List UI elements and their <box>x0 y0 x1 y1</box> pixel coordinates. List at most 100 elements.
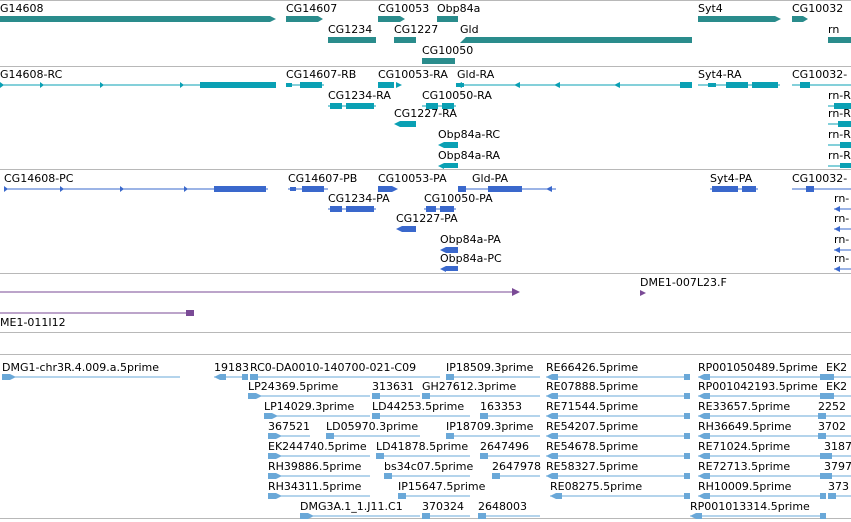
est-label[interactable]: RE71544.5prime <box>546 400 638 413</box>
protein-label[interactable]: Gld-PA <box>472 172 508 185</box>
protein-feature[interactable] <box>440 247 458 253</box>
est-feature[interactable] <box>214 374 248 380</box>
est-label[interactable]: 2647978 <box>492 460 541 473</box>
protein-feature[interactable] <box>378 186 398 192</box>
gene-feature[interactable] <box>394 37 416 43</box>
gene-label[interactable]: rn <box>828 23 839 36</box>
gene-feature[interactable] <box>698 16 781 22</box>
est-label[interactable]: RH36649.5prime <box>698 420 792 433</box>
gene-feature[interactable] <box>460 37 692 43</box>
transcript-feature[interactable] <box>828 142 851 148</box>
est-label[interactable]: bs34c07.5prime <box>384 460 474 473</box>
est-label[interactable]: RE33657.5prime <box>698 400 790 413</box>
transcript-feature[interactable] <box>792 82 851 88</box>
est-feature[interactable] <box>300 513 420 519</box>
est-label[interactable]: 3187 <box>824 440 851 453</box>
est-feature[interactable] <box>826 393 851 399</box>
transcript-label[interactable]: rn-R <box>828 107 851 120</box>
est-label[interactable]: 163353 <box>480 400 522 413</box>
gene-label[interactable]: CG10050 <box>422 44 473 57</box>
est-feature[interactable] <box>698 473 826 479</box>
protein-feature[interactable] <box>834 247 851 253</box>
est-label[interactable]: EK2 <box>826 361 847 374</box>
est-feature[interactable] <box>698 493 826 499</box>
protein-label[interactable]: CG1234-PA <box>328 192 390 205</box>
est-feature[interactable] <box>546 374 690 380</box>
protein-label[interactable]: rn- <box>834 192 849 205</box>
est-feature[interactable] <box>480 453 540 459</box>
transcript-label[interactable]: rn-R <box>828 149 851 162</box>
est-feature[interactable] <box>422 393 540 399</box>
est-label[interactable]: RE66426.5prime <box>546 361 638 374</box>
est-feature[interactable] <box>372 393 420 399</box>
est-label[interactable]: IP18509.3prime <box>446 361 534 374</box>
clone-feature[interactable] <box>640 290 646 296</box>
est-label[interactable]: LD05970.3prime <box>326 420 418 433</box>
est-feature[interactable] <box>268 493 370 499</box>
clone-label[interactable]: DME1-007L23.F <box>640 276 727 289</box>
est-feature[interactable] <box>828 493 851 499</box>
protein-feature[interactable] <box>288 186 328 192</box>
protein-label[interactable]: rn- <box>834 233 849 246</box>
clone-label[interactable]: ME1-011I12 <box>0 316 66 329</box>
protein-feature[interactable] <box>424 206 456 212</box>
est-feature[interactable] <box>264 413 370 419</box>
est-label[interactable]: DMG1-chr3R.4.009.a.5prime <box>2 361 159 374</box>
est-feature[interactable] <box>478 513 540 519</box>
est-feature[interactable] <box>818 433 851 439</box>
est-feature[interactable] <box>446 374 540 380</box>
protein-feature[interactable] <box>834 266 851 272</box>
transcript-feature[interactable] <box>394 121 416 127</box>
clone-feature[interactable] <box>0 310 194 316</box>
est-label[interactable]: 2252 <box>818 400 846 413</box>
est-label[interactable]: RE54678.5prime <box>546 440 638 453</box>
protein-feature[interactable] <box>834 206 851 212</box>
est-label[interactable]: RE58327.5prime <box>546 460 638 473</box>
est-feature[interactable] <box>550 493 690 499</box>
est-feature[interactable] <box>492 473 540 479</box>
est-feature[interactable] <box>268 453 370 459</box>
est-label[interactable]: IP15647.5prime <box>398 480 486 493</box>
transcript-feature[interactable] <box>286 82 324 88</box>
transcript-label[interactable]: Obp84a-RC <box>438 128 500 141</box>
est-feature[interactable] <box>268 433 310 439</box>
protein-label[interactable]: CG1227-PA <box>396 212 458 225</box>
gene-feature[interactable] <box>378 16 405 22</box>
protein-feature[interactable] <box>710 186 758 192</box>
est-feature[interactable] <box>698 453 826 459</box>
transcript-feature[interactable] <box>456 82 692 88</box>
transcript-feature[interactable] <box>828 121 851 127</box>
est-label[interactable]: RE08275.5prime <box>550 480 642 493</box>
protein-label[interactable]: Obp84a-PA <box>440 233 501 246</box>
transcript-label[interactable]: Gld-RA <box>457 68 495 81</box>
est-label[interactable]: LP24369.5prime <box>248 380 339 393</box>
gene-label[interactable]: CG10053 <box>378 2 429 15</box>
transcript-label[interactable]: rn-R <box>828 89 851 102</box>
est-feature[interactable] <box>546 413 690 419</box>
transcript-feature[interactable] <box>0 82 276 88</box>
gene-label[interactable]: Gld <box>460 23 479 36</box>
transcript-label[interactable]: rn-R <box>828 128 851 141</box>
est-label[interactable]: RP001050489.5prime <box>698 361 818 374</box>
est-feature[interactable] <box>546 453 690 459</box>
transcript-feature[interactable] <box>828 103 851 109</box>
est-feature[interactable] <box>446 433 540 439</box>
est-label[interactable]: EK2 <box>826 380 847 393</box>
est-label[interactable]: 2647496 <box>480 440 529 453</box>
transcript-feature[interactable] <box>438 142 458 148</box>
est-feature[interactable] <box>372 413 470 419</box>
est-label[interactable]: 2648003 <box>478 500 527 513</box>
est-label[interactable]: LD44253.5prime <box>372 400 464 413</box>
transcript-feature[interactable] <box>328 103 376 109</box>
gene-feature[interactable] <box>422 58 455 64</box>
est-feature[interactable] <box>546 473 690 479</box>
est-feature[interactable] <box>698 413 826 419</box>
est-label[interactable]: 367521 <box>268 420 310 433</box>
est-label[interactable]: 373 <box>828 480 849 493</box>
clone-feature[interactable] <box>0 288 520 296</box>
est-label[interactable]: RP001042193.5prime <box>698 380 818 393</box>
transcript-label[interactable]: CG10032- <box>792 68 847 81</box>
transcript-label[interactable]: CG10050-RA <box>422 89 492 102</box>
est-feature[interactable] <box>698 374 826 380</box>
est-label[interactable]: RP001013314.5prime <box>690 500 810 513</box>
